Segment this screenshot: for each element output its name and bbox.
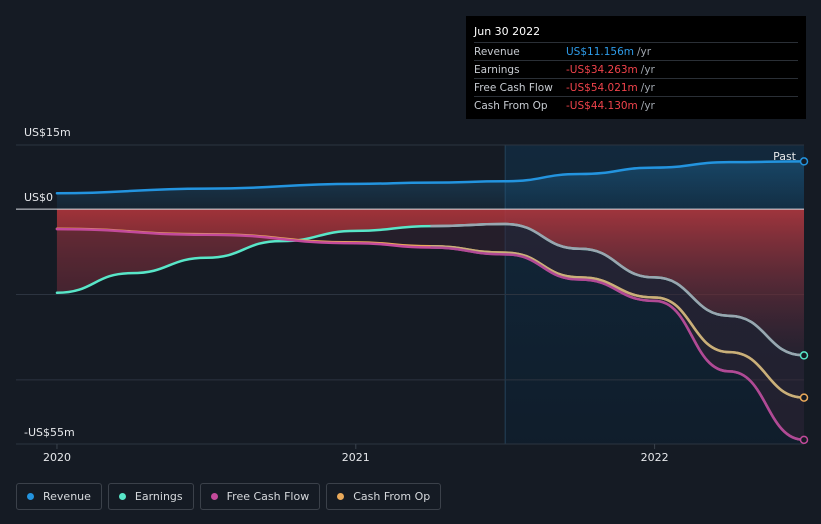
legend-dot-icon (210, 493, 218, 500)
x-tick-label: 2020 (43, 451, 71, 464)
tooltip-label: Earnings (474, 63, 520, 76)
cash-from-op-line-past (430, 244, 805, 399)
legend-dot-icon (337, 493, 345, 500)
negative-area (56, 209, 805, 356)
legend-item-free-cash-flow[interactable]: Free Cash Flow (199, 483, 321, 510)
legend-dot-icon (118, 493, 126, 500)
tooltip-date: Jun 30 2022 (474, 25, 541, 38)
revenue-endpoint (799, 157, 809, 166)
tooltip-value: -US$54.021m (566, 81, 638, 94)
tooltip-label: Revenue (474, 45, 520, 58)
x-tick-label: 2021 (342, 451, 370, 464)
free-cash-flow-endpoint (799, 435, 809, 445)
tooltip-value: -US$44.130m (566, 99, 638, 112)
series-endpoints (799, 157, 809, 445)
tooltip-row-cash-from-op: Cash From Op -US$44.130m/yr (474, 96, 798, 114)
tooltip-row-earnings: Earnings -US$34.263m/yr (474, 60, 798, 78)
y-tick-label: US$15m (24, 126, 71, 139)
x-tick-label: 2022 (641, 451, 669, 464)
past-label: Past (773, 150, 797, 163)
earnings-line-past (430, 222, 805, 357)
series-areas (56, 161, 805, 440)
tooltip-row-free-cash-flow: Free Cash Flow -US$54.021m/yr (474, 78, 798, 96)
tooltip-row-revenue: Revenue US$11.156m/yr (474, 42, 798, 60)
tooltip: Jun 30 2022 Revenue US$11.156m/yr Earnings… (466, 16, 806, 119)
cashflow-area (56, 224, 805, 440)
tooltip-unit: /yr (640, 81, 655, 94)
legend-item-earnings[interactable]: Earnings (107, 483, 194, 510)
tooltip-value: -US$34.263m (566, 63, 638, 76)
axis-labels: US$15m US$0 -US$55m 2020 2021 2022 Past (24, 126, 797, 464)
earnings-endpoint (799, 351, 809, 360)
legend-item-revenue[interactable]: Revenue (16, 483, 102, 510)
legend: Revenue Earnings Free Cash Flow Cash From O… (16, 483, 442, 510)
y-tick-label: US$0 (24, 191, 53, 204)
legend-dot-icon (27, 493, 34, 500)
tooltip-value: US$11.156m (566, 45, 634, 58)
legend-label: Cash From Op (353, 490, 431, 503)
tooltip-unit: /yr (637, 45, 652, 58)
tooltip-label: Cash From Op (474, 99, 548, 112)
legend-label: Revenue (43, 490, 91, 503)
series-lines (55, 160, 806, 442)
free-cash-flow-line-past (430, 246, 805, 442)
tooltip-unit: /yr (640, 63, 655, 76)
legend-label: Free Cash Flow (226, 490, 310, 503)
tooltip-label: Free Cash Flow (474, 81, 553, 94)
revenue-line (55, 160, 806, 195)
revenue-area (56, 161, 805, 210)
chart-area: US$15m US$0 -US$55m 2020 2021 2022 Past (16, 126, 809, 464)
y-tick-label: -US$55m (24, 426, 75, 439)
gridlines (16, 144, 804, 445)
legend-label: Earnings (134, 490, 183, 503)
cash-from-op-endpoint (799, 393, 809, 402)
legend-item-cash-from-op[interactable]: Cash From Op (326, 483, 442, 510)
tooltip-unit: /yr (640, 99, 655, 112)
